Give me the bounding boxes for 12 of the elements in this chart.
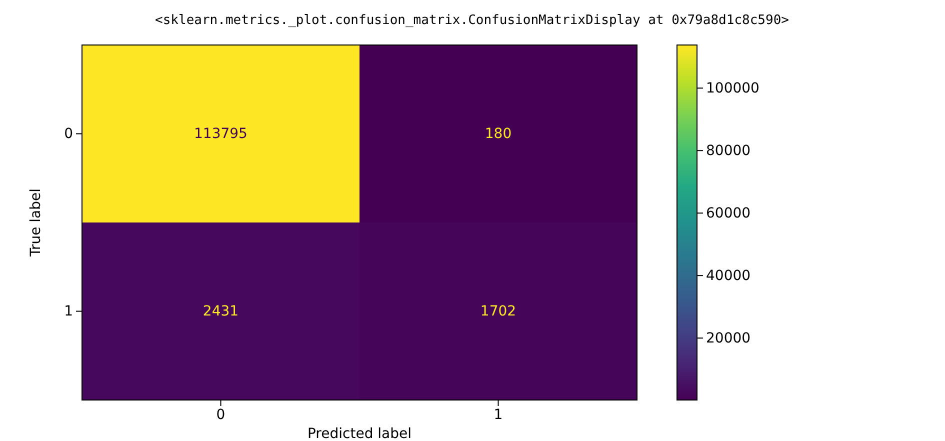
y-axis-title: True label [28,188,44,258]
color-bar-label: 100000 [706,80,760,97]
data-label: 113795 [194,126,248,142]
color-bar-label: 60000 [706,206,751,222]
data-label: 2431 [202,303,239,320]
color-bar-label: 40000 [706,268,751,284]
x-axis-title: Predicted label [307,426,412,441]
text: <sklearn.metrics._plot.confusion_matrix.ConfusionMatrixDisplay at 0x79a8d1c8c590> [155,13,790,28]
color-bar-label: 20000 [706,330,751,347]
data-label: 180 [484,126,512,142]
data-label: 1702 [480,303,516,320]
color-bar-label: 80000 [706,143,751,160]
